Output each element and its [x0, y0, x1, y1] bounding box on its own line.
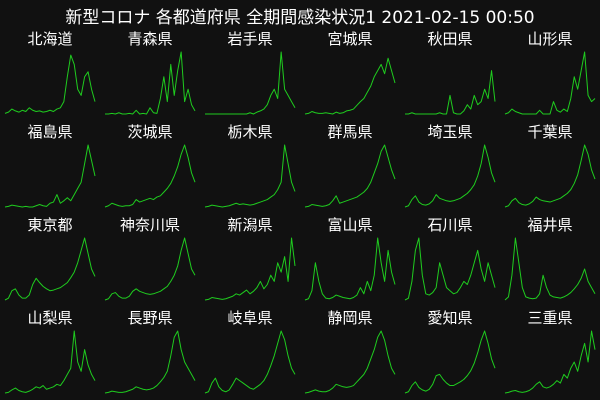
line-chart: [304, 144, 396, 208]
line-chart: [404, 237, 496, 301]
chart-panel: 千葉県: [500, 121, 600, 214]
chart-panel: 岐阜県: [200, 307, 300, 400]
chart-panel: 宮城県: [300, 28, 400, 121]
series-line: [4, 237, 96, 301]
line-chart: [504, 330, 596, 394]
series-line: [304, 144, 396, 208]
chart-panel: 愛知県: [400, 307, 500, 400]
series-line: [4, 330, 96, 394]
panel-title: 山形県: [527, 30, 573, 48]
line-chart: [105, 51, 196, 115]
line-chart: [504, 51, 596, 115]
panel-title: 栃木県: [227, 123, 273, 141]
line-chart: [304, 237, 396, 301]
series-line: [504, 144, 596, 208]
page-title: 新型コロナ 各都道府県 全期間感染状況1 2021-02-15 00:50: [65, 8, 535, 28]
chart-panel: 神奈川県: [100, 214, 200, 307]
series-line: [204, 330, 296, 394]
panel-title: 群馬県: [327, 123, 373, 141]
line-chart: [104, 330, 196, 394]
panel-title: 新潟県: [227, 216, 273, 234]
line-chart: [405, 70, 496, 115]
panel-title: 秋田県: [427, 30, 473, 48]
chart-panel: 山梨県: [0, 307, 100, 400]
line-chart: [205, 51, 296, 115]
series-line: [105, 51, 196, 115]
line-chart: [404, 144, 496, 208]
series-line: [204, 144, 296, 208]
line-chart: [204, 144, 296, 208]
chart-panel: 秋田県: [400, 28, 500, 121]
chart-panel: 福島県: [0, 121, 100, 214]
line-chart: [204, 237, 296, 301]
series-line: [404, 330, 496, 394]
line-chart: [4, 330, 96, 394]
chart-panel: 埼玉県: [400, 121, 500, 214]
line-chart: [504, 237, 596, 301]
chart-panel: 北海道: [0, 28, 100, 121]
line-chart: [4, 144, 96, 208]
panel-title: 愛知県: [427, 309, 473, 327]
series-line: [104, 144, 196, 208]
panel-title: 富山県: [327, 216, 373, 234]
series-line: [504, 51, 596, 115]
chart-panel: 山形県: [500, 28, 600, 121]
panel-title: 福井県: [527, 216, 573, 234]
panel-title: 長野県: [127, 309, 173, 327]
chart-panel: 長野県: [100, 307, 200, 400]
panel-title: 福島県: [27, 123, 73, 141]
series-line: [405, 70, 496, 115]
chart-panel: 茨城県: [100, 121, 200, 214]
series-line: [104, 237, 196, 301]
series-line: [404, 237, 496, 301]
series-line: [4, 144, 96, 208]
chart-panel: 静岡県: [300, 307, 400, 400]
panel-title: 山梨県: [27, 309, 73, 327]
panel-title: 石川県: [427, 216, 473, 234]
line-chart: [204, 330, 296, 394]
line-chart: [304, 57, 396, 115]
chart-panel: 新潟県: [200, 214, 300, 307]
panel-title: 岐阜県: [227, 309, 273, 327]
panel-title: 岩手県: [227, 30, 273, 48]
panel-title: 三重県: [527, 309, 573, 327]
line-chart: [504, 144, 596, 208]
series-line: [504, 237, 596, 301]
series-line: [205, 51, 296, 115]
chart-panel: 栃木県: [200, 121, 300, 214]
panel-title: 東京都: [27, 216, 73, 234]
series-line: [4, 54, 96, 114]
series-line: [304, 330, 396, 394]
chart-panel: 東京都: [0, 214, 100, 307]
chart-panel: 福井県: [500, 214, 600, 307]
line-chart: [104, 237, 196, 301]
panel-title: 茨城県: [127, 123, 173, 141]
line-chart: [104, 144, 196, 208]
panel-title: 青森県: [127, 30, 173, 48]
chart-panel: 三重県: [500, 307, 600, 400]
panel-title: 北海道: [27, 30, 73, 48]
series-line: [104, 330, 196, 394]
panel-title: 静岡県: [327, 309, 373, 327]
line-chart: [4, 237, 96, 301]
chart-panel: 群馬県: [300, 121, 400, 214]
panel-title: 宮城県: [327, 30, 373, 48]
line-chart: [404, 330, 496, 394]
chart-panel: 石川県: [400, 214, 500, 307]
line-chart: [304, 330, 396, 394]
series-line: [204, 237, 296, 301]
panel-title: 千葉県: [527, 123, 573, 141]
line-chart: [4, 54, 96, 114]
chart-grid: 北海道 青森県 岩手県 宮城県 秋田県 山形県福島県 茨城県 栃木県 群馬県 埼玉県 千葉県東京都 神…: [0, 28, 600, 400]
series-line: [404, 144, 496, 208]
panel-title: 埼玉県: [427, 123, 473, 141]
series-line: [504, 330, 596, 394]
chart-panel: 富山県: [300, 214, 400, 307]
series-line: [304, 237, 396, 301]
chart-panel: 青森県: [100, 28, 200, 121]
panel-title: 神奈川県: [119, 216, 180, 234]
series-line: [304, 57, 396, 115]
chart-panel: 岩手県: [200, 28, 300, 121]
